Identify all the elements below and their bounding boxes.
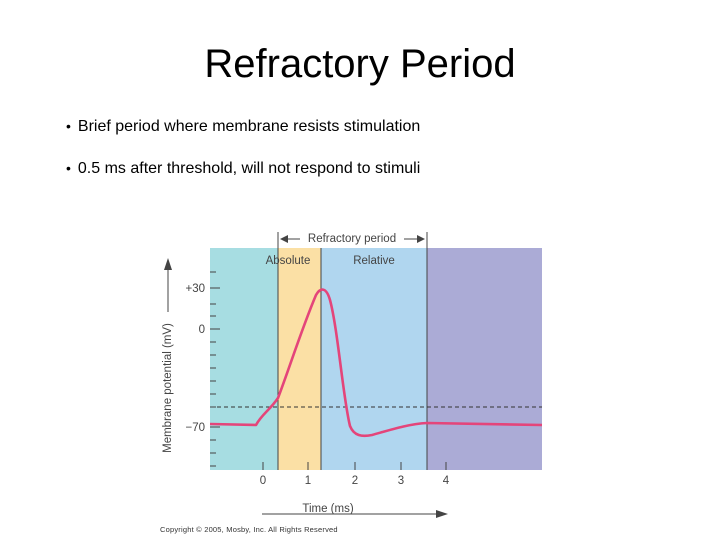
bullet-text: 0.5 ms after threshold, will not respond… — [77, 160, 421, 177]
resting-zone — [210, 248, 278, 470]
bracket-right-arrow-icon — [417, 235, 425, 243]
copyright-notice: Copyright © 2005, Mosby, Inc. All Rights… — [160, 525, 338, 534]
relative-refractory-zone — [321, 248, 427, 470]
y-tick-label: −70 — [185, 422, 205, 434]
y-axis-label: Membrane potential (mV) — [162, 323, 174, 453]
x-tick-label: 0 — [260, 475, 266, 487]
x-tick-label: 2 — [352, 475, 358, 487]
bracket-label: Refractory period — [308, 233, 396, 245]
bullet-icon: • — [66, 118, 71, 134]
x-axis-label: Time (ms) — [302, 503, 353, 515]
bullet-text: Brief period where membrane resists stim… — [77, 118, 421, 135]
x-tick-label: 3 — [398, 475, 404, 487]
y-tick-label: 0 — [199, 324, 205, 336]
x-tick-label: 1 — [305, 475, 311, 487]
relative-label: Relative — [353, 255, 395, 267]
absolute-refractory-zone — [278, 248, 321, 470]
x-tick-marks — [262, 462, 447, 470]
slide-title: Refractory Period — [204, 42, 516, 86]
y-tick-marks — [210, 271, 220, 467]
bullet-list: • Brief period where membrane resists st… — [66, 118, 420, 202]
x-tick-label: 4 — [443, 475, 450, 487]
bracket-left-arrow-icon — [280, 235, 288, 243]
x-axis-arrow-icon — [436, 510, 448, 518]
y-tick-label: +30 — [185, 283, 205, 295]
bullet-item: • Brief period where membrane resists st… — [66, 118, 420, 136]
y-axis-arrow-icon — [164, 258, 172, 270]
post-refractory-zone — [427, 248, 542, 470]
absolute-label: Absolute — [266, 255, 311, 267]
bullet-item: • 0.5 ms after threshold, will not respo… — [66, 160, 420, 178]
action-potential-trace — [209, 288, 543, 438]
bullet-icon: • — [66, 160, 71, 176]
